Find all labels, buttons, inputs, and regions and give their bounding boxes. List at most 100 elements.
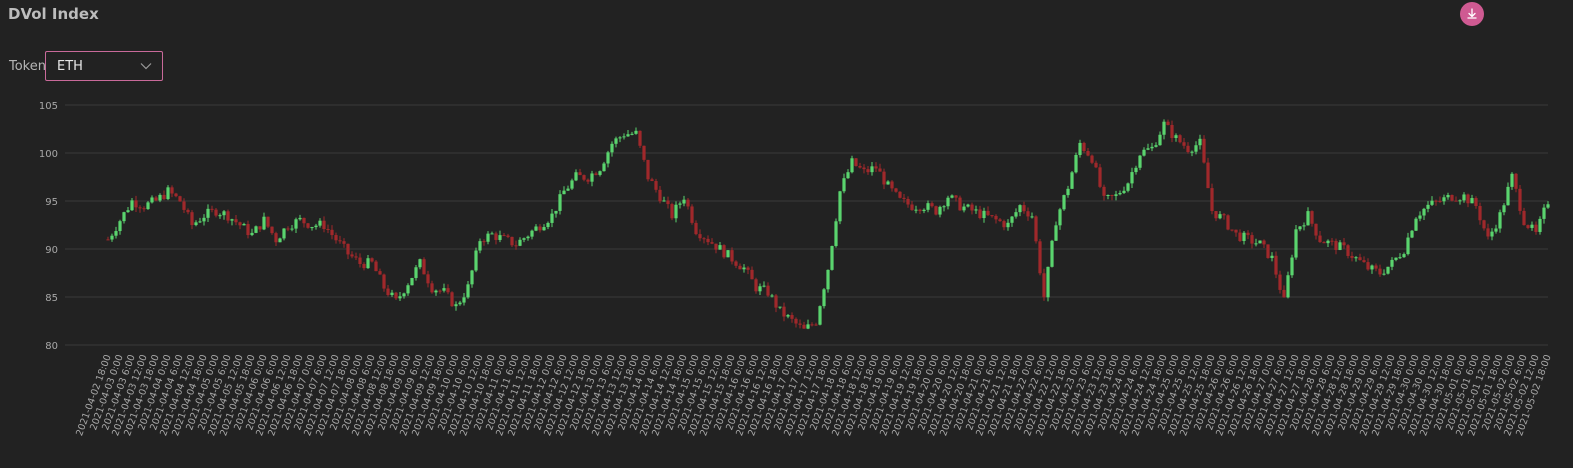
candle-body [1226, 215, 1230, 230]
candle-body [806, 324, 810, 329]
candle-body [114, 231, 118, 236]
candle-body [334, 235, 338, 241]
candle-body [1498, 212, 1502, 229]
candle-body [1070, 172, 1074, 189]
candle-body [318, 220, 322, 226]
candle-body [1470, 198, 1474, 204]
candle-body [406, 285, 410, 294]
candle-body [1510, 173, 1514, 187]
candle-body [190, 212, 194, 226]
candle-body [650, 179, 654, 182]
candle-body [202, 217, 206, 222]
candle-body [350, 254, 354, 257]
candle-body [1010, 216, 1014, 223]
candle-body [654, 181, 658, 190]
candle-body [510, 236, 514, 246]
candle-body [1502, 205, 1506, 213]
candle-body [1014, 212, 1018, 217]
candle-body [782, 306, 786, 317]
candle-body [1206, 162, 1210, 189]
candle-body [874, 166, 878, 169]
candle-body [578, 172, 582, 176]
candle-body [1250, 235, 1254, 244]
candle-body [954, 195, 958, 198]
candle-body [1302, 225, 1306, 227]
candle-body [178, 196, 182, 202]
candle-body [1374, 265, 1378, 269]
candle-body [434, 290, 438, 293]
candle-body [1062, 195, 1066, 210]
candle-body [506, 235, 510, 237]
candle-body [142, 208, 146, 210]
candle-body [1246, 232, 1250, 236]
candle-body [826, 269, 830, 290]
download-icon [1467, 8, 1477, 19]
candle-body [630, 133, 634, 135]
candle-body [1258, 240, 1262, 244]
candle-body [1346, 245, 1350, 256]
candle-body [930, 203, 934, 207]
candle-body [470, 270, 474, 285]
candle-body [1474, 198, 1478, 207]
candle-body [998, 219, 1002, 222]
download-button[interactable] [1460, 2, 1484, 26]
candle-body [634, 130, 638, 134]
candle-body [586, 179, 590, 182]
candle-body [918, 209, 922, 212]
candle-body [1282, 289, 1286, 298]
candle-body [850, 158, 854, 173]
candle-body [238, 222, 242, 226]
candle-body [346, 243, 350, 255]
candle-body [1150, 146, 1154, 149]
candle-body [502, 235, 506, 237]
candle-body [342, 241, 346, 244]
candle-body [378, 271, 382, 275]
candle-body [842, 178, 846, 192]
candle-body [326, 229, 330, 231]
candle-body [986, 210, 990, 216]
candle-body [1450, 195, 1454, 201]
candle-body [762, 285, 766, 287]
candle-body [230, 219, 234, 221]
candle-body [1318, 235, 1322, 243]
candle-body [462, 297, 466, 303]
token-select[interactable]: ETH [45, 51, 163, 81]
candle-body [1058, 209, 1062, 226]
candle-body [1162, 121, 1166, 135]
candle-body [846, 172, 850, 179]
candle-body [486, 233, 490, 242]
candle-body [1222, 214, 1226, 216]
candle-body [1254, 243, 1258, 245]
candle-body [426, 274, 430, 284]
candle-body [522, 238, 526, 240]
candle-body [670, 204, 674, 219]
candle-body [706, 238, 710, 243]
candle-body [126, 210, 130, 213]
candle-body [582, 175, 586, 180]
candle-body [1466, 194, 1470, 204]
candle-body [698, 234, 702, 239]
candle-body [770, 295, 774, 297]
y-tick-label: 80 [45, 341, 58, 352]
candle-body [198, 221, 202, 223]
candle-body [1158, 134, 1162, 146]
candle-body [210, 208, 214, 210]
candle-body [678, 203, 682, 205]
candle-body [1078, 142, 1082, 155]
candle-body [162, 194, 166, 200]
candle-body [1278, 274, 1282, 290]
candle-body [622, 136, 626, 138]
candle-body [234, 219, 238, 223]
candle-body [606, 152, 610, 164]
candle-body [562, 190, 566, 195]
candle-body [186, 209, 190, 213]
candle-body [1522, 210, 1526, 226]
candle-body [1170, 124, 1174, 138]
candle-body [134, 200, 138, 208]
candle-body [642, 145, 646, 160]
candle-body [1018, 205, 1022, 213]
candle-body [282, 228, 286, 239]
candle-body [1386, 266, 1390, 274]
candle-body [226, 211, 230, 221]
candle-body [310, 227, 314, 229]
